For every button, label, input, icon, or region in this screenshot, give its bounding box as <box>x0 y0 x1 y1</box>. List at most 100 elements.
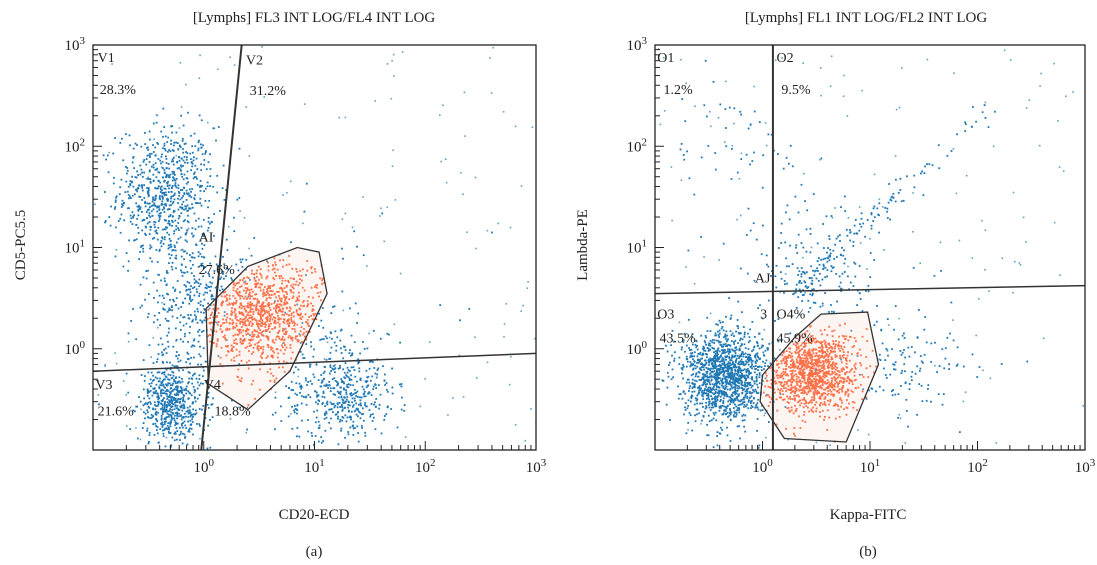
panel-a-point <box>164 149 167 152</box>
panel-a-point <box>304 335 306 338</box>
panel-a-point <box>244 324 247 327</box>
panel-a-point <box>249 297 251 300</box>
panel-b-point <box>738 377 741 380</box>
panel-a-point <box>285 385 287 388</box>
panel-b-point <box>692 373 695 376</box>
panel-b-title: [Lymphs] FL1 INT LOG/FL2 INT LOG <box>745 10 988 26</box>
panel-a-point <box>274 411 277 414</box>
panel-a-point <box>175 297 178 300</box>
panel-a-point <box>340 381 343 383</box>
panel-a-point <box>197 282 200 284</box>
panel-a-point <box>354 392 357 395</box>
panel-a-point <box>186 271 189 273</box>
panel-a-point <box>171 158 174 161</box>
panel-a-point <box>138 195 141 198</box>
panel-a-point <box>167 382 170 385</box>
panel-a-point <box>333 365 335 367</box>
panel-a-point <box>152 204 154 207</box>
panel-a-point <box>291 286 294 288</box>
panel-b-point <box>735 392 738 395</box>
panel-a-point <box>108 151 110 154</box>
panel-a-point <box>280 405 282 408</box>
panel-a-point <box>271 285 274 287</box>
panel-a-point <box>201 321 204 324</box>
panel-b-point <box>746 384 748 387</box>
panel-a-point <box>196 381 199 384</box>
panel-a-point <box>119 186 122 189</box>
panel-a-point <box>172 150 175 152</box>
panel-a-point <box>174 382 177 385</box>
panel-b-point <box>783 362 786 365</box>
panel-b-point <box>686 378 689 381</box>
panel-a-point <box>292 320 295 323</box>
panel-a-plot-frame <box>92 44 537 451</box>
panel-a-point <box>148 170 151 173</box>
panel-b-point <box>744 385 747 388</box>
panel-a-point <box>179 168 182 171</box>
panel-a-point <box>347 433 350 436</box>
panel-a-quadrant-percent: 31.2% <box>250 84 287 99</box>
panel-a-point <box>142 247 144 250</box>
panel-a-point <box>144 402 147 405</box>
panel-a-point <box>145 226 147 229</box>
panel-a-point <box>240 377 243 380</box>
panel-a-point <box>336 402 339 405</box>
panel-b-point <box>700 366 703 369</box>
panel-a-point <box>203 308 206 311</box>
panel-a-point <box>371 413 374 415</box>
panel-a-point <box>231 322 234 325</box>
panel-b-point <box>849 369 852 372</box>
panel-a-point <box>191 298 194 301</box>
panel-b-point <box>671 354 673 357</box>
panel-a-point <box>243 321 246 324</box>
panel-b-point <box>782 352 785 354</box>
panel-a-point <box>350 416 352 419</box>
panel-a-point <box>131 181 133 184</box>
panel-b-point <box>698 358 701 361</box>
panel-b-point <box>693 403 696 406</box>
panel-b-point <box>746 390 749 393</box>
panel-a-point <box>295 335 297 338</box>
panel-b-point <box>713 388 716 391</box>
panel-a-point <box>198 334 201 337</box>
panel-b-point <box>724 349 726 351</box>
panel-a-point <box>186 229 189 231</box>
panel-b-point <box>740 361 743 364</box>
panel-b-point <box>754 355 756 358</box>
panel-a-point <box>141 175 144 178</box>
panel-b-point <box>724 366 727 369</box>
panel-a-point <box>295 408 298 410</box>
panel-a-point <box>164 390 167 393</box>
panel-b-point <box>807 406 809 409</box>
panel-a-point <box>182 416 185 419</box>
panel-b-point <box>713 342 716 344</box>
panel-a-point <box>127 332 130 335</box>
panel-a-point <box>165 176 167 178</box>
panel-a-point <box>293 405 296 407</box>
panel-a-point <box>301 341 303 343</box>
panel-b-point <box>746 395 749 398</box>
panel-a-point <box>164 280 166 283</box>
panel-a-point <box>185 289 188 291</box>
panel-a-point <box>271 413 274 416</box>
panel-a-point <box>167 222 169 225</box>
panel-a-point <box>283 287 286 290</box>
panel-b-point <box>817 380 820 382</box>
panel-a-point <box>188 188 191 191</box>
panel-b-point <box>715 405 718 407</box>
panel-a-point <box>167 244 170 247</box>
panel-b-point <box>851 401 854 403</box>
panel-a-point <box>193 294 196 297</box>
panel-a-point <box>257 349 260 352</box>
panel-a-point <box>144 143 147 145</box>
panel-a-point <box>267 325 270 328</box>
panel-b-point <box>729 396 732 399</box>
panel-a-point <box>268 294 271 296</box>
panel-b-point <box>783 387 785 389</box>
panel-a-point <box>188 430 191 433</box>
panel-b-point <box>801 398 804 401</box>
panel-b-point <box>725 345 727 347</box>
panel-b-point <box>711 383 714 386</box>
panel-a-point <box>203 159 206 161</box>
panel-a-point <box>497 222 499 225</box>
